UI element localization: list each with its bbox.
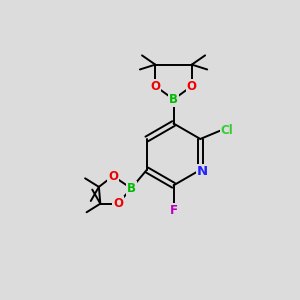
Text: N: N	[197, 165, 208, 178]
Text: O: O	[108, 169, 118, 182]
Text: O: O	[187, 80, 197, 93]
Text: B: B	[127, 182, 136, 195]
Text: B: B	[169, 93, 178, 106]
Text: Cl: Cl	[220, 124, 233, 136]
Text: O: O	[150, 80, 160, 93]
Text: O: O	[113, 197, 123, 210]
Text: F: F	[169, 204, 178, 217]
